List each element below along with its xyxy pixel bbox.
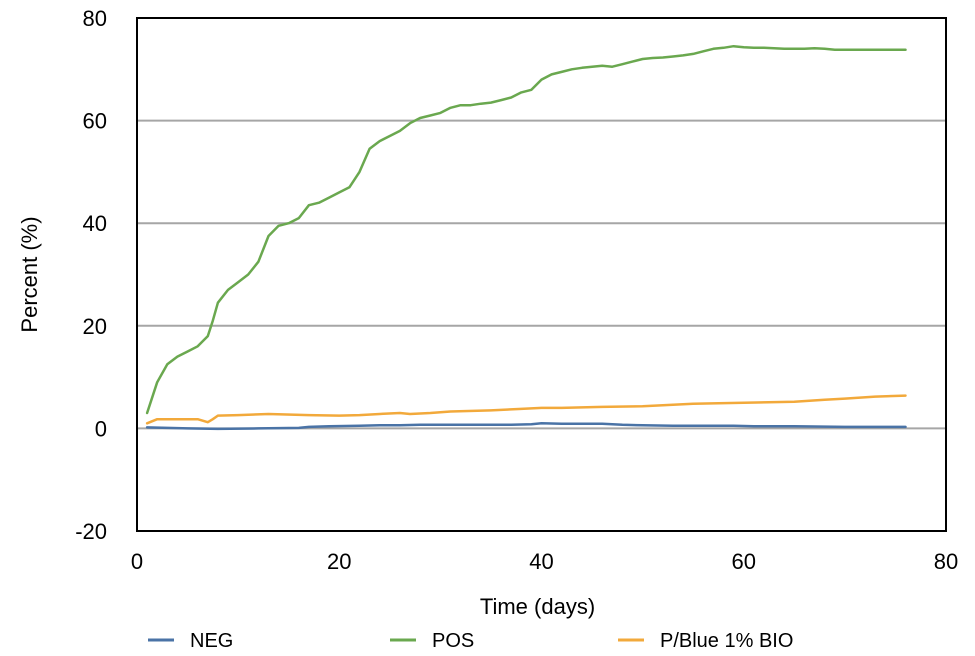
series-line-pos <box>145 44 907 415</box>
legend-label-pos: POS <box>432 630 474 652</box>
y-tick-label: 80 <box>83 6 107 31</box>
x-axis-ticks: 0 20 40 60 80 <box>131 549 958 574</box>
y-axis-ticks: -20 0 20 40 60 80 <box>75 6 107 544</box>
y-tick-label: 0 <box>95 416 107 441</box>
legend-label-p-blue-1-bio: P/Blue 1% BIO <box>660 630 793 652</box>
x-tick-label: 40 <box>529 549 553 574</box>
y-tick-label: 20 <box>83 314 107 339</box>
legend: NEG POS P/Blue 1% BIO <box>148 630 793 652</box>
y-tick-label: 40 <box>83 211 107 236</box>
x-tick-label: 20 <box>327 549 351 574</box>
x-tick-label: 0 <box>131 549 143 574</box>
gridlines <box>137 119 946 327</box>
x-tick-label: 80 <box>934 549 958 574</box>
y-axis-title: Percent (%) <box>17 216 42 332</box>
series-layer <box>145 44 907 431</box>
y-tick-label: -20 <box>75 519 107 544</box>
series-line-p-blue-1-bio <box>145 394 907 425</box>
series-line-neg <box>145 422 907 431</box>
y-tick-label: 60 <box>83 109 107 134</box>
x-axis-title: Time (days) <box>480 594 595 619</box>
legend-label-neg: NEG <box>190 630 233 652</box>
plot-frame <box>136 17 947 532</box>
x-tick-label: 60 <box>732 549 756 574</box>
